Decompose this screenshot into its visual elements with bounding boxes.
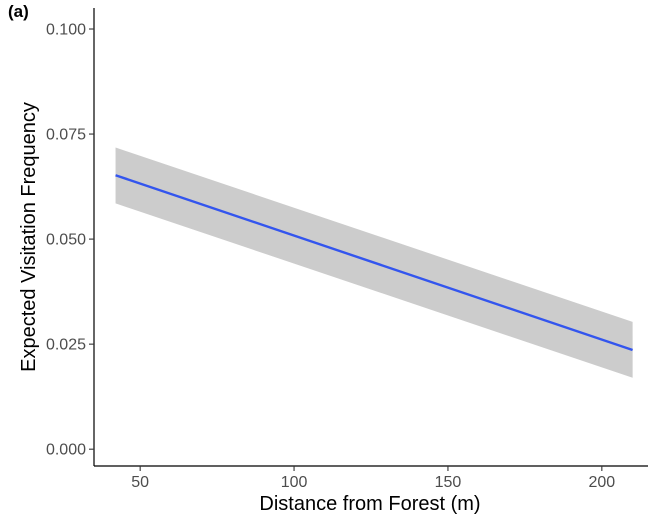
- y-tick-label: 0.050: [46, 232, 86, 249]
- x-tick-label: 150: [435, 474, 462, 491]
- x-axis-title: Distance from Forest (m): [259, 493, 480, 515]
- y-axis: 0.000 0.025 0.050 0.075 0.100: [46, 8, 95, 466]
- x-tick-label: 200: [588, 474, 615, 491]
- x-tick-label: 100: [281, 474, 308, 491]
- y-axis-title: Expected Visitation Frequency: [18, 102, 40, 372]
- x-tick-label: 50: [131, 474, 149, 491]
- y-tick-label: 0.000: [46, 442, 86, 459]
- panel-label: (a): [8, 2, 29, 21]
- y-tick-label: 0.100: [46, 22, 86, 39]
- y-tick-label: 0.025: [46, 337, 86, 354]
- plot-area: [115, 147, 633, 378]
- fitted-line: [115, 174, 633, 352]
- y-tick-label: 0.075: [46, 127, 86, 144]
- x-axis: 50 100 150 200: [94, 465, 648, 491]
